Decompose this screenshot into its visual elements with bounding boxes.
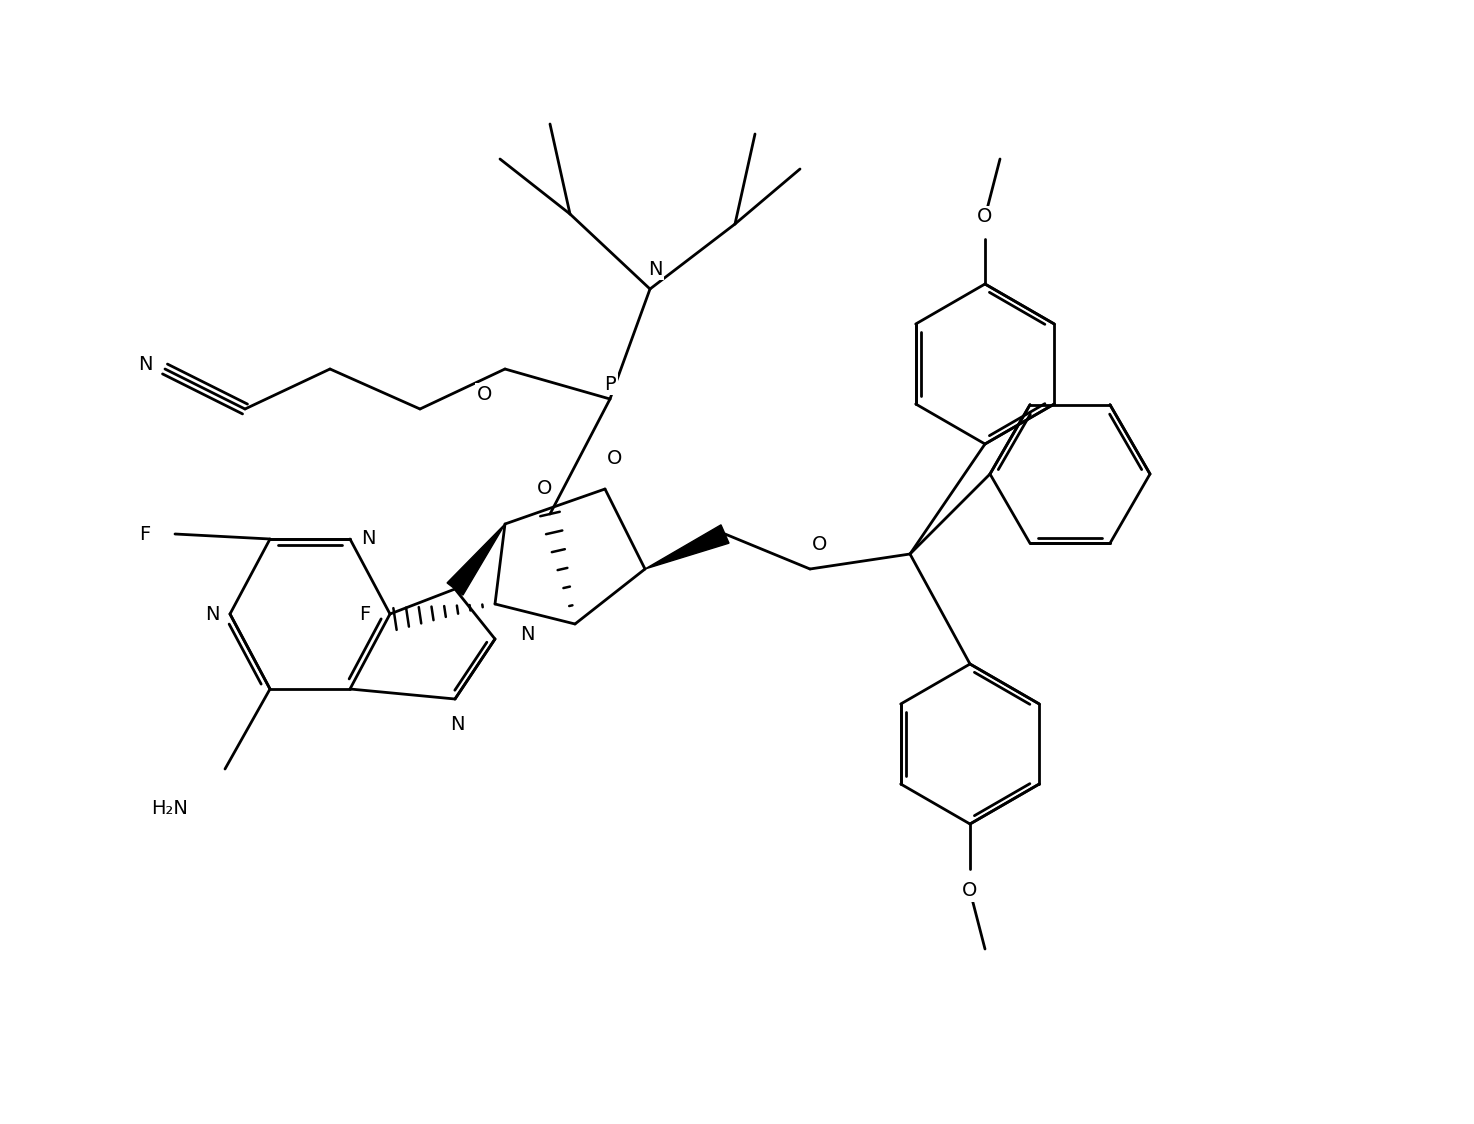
Text: F: F (360, 605, 370, 624)
Text: H₂N: H₂N (152, 799, 189, 818)
Text: N: N (361, 529, 376, 549)
Text: N: N (647, 260, 662, 279)
Text: O: O (538, 480, 553, 499)
Text: O: O (963, 881, 977, 900)
Text: N: N (450, 715, 464, 734)
Text: P: P (604, 374, 616, 393)
Text: N: N (520, 625, 535, 644)
Text: O: O (478, 384, 492, 404)
Text: O: O (607, 450, 622, 469)
Text: O: O (977, 208, 992, 227)
Polygon shape (447, 524, 506, 595)
Text: O: O (812, 535, 828, 553)
Text: F: F (140, 525, 150, 544)
Text: N: N (205, 605, 220, 624)
Polygon shape (646, 525, 730, 569)
Text: N: N (137, 354, 152, 373)
